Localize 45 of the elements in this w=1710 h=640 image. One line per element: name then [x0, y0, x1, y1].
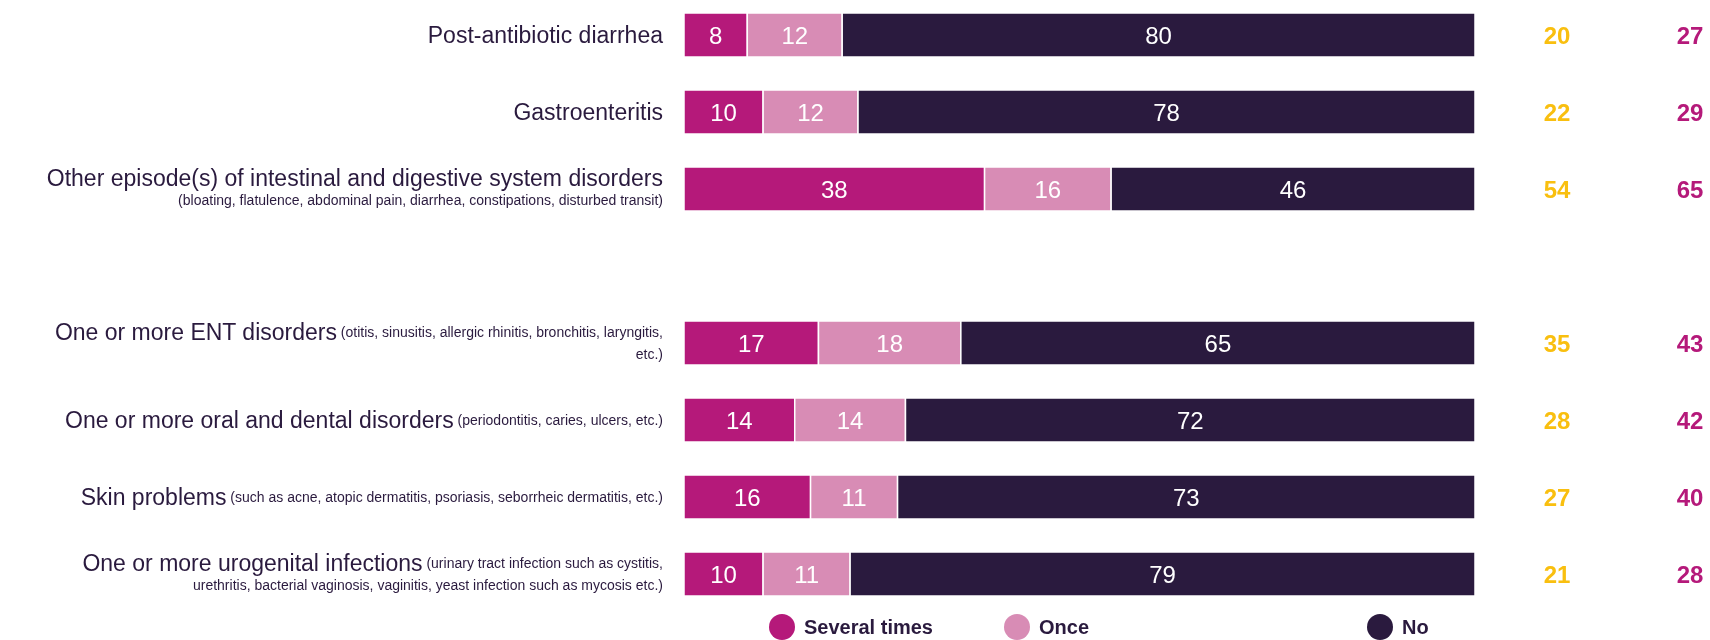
data-label: 38 [820, 175, 848, 203]
category-label: One or more oral and dental disorders (periodontitis, caries, ulcers, etc.) [65, 407, 663, 433]
data-label: 78 [1153, 98, 1180, 126]
y-tick-label: Gastroenteritis [513, 99, 663, 125]
legend-label: No [1402, 616, 1429, 638]
y-tick-label: Post-antibiotic diarrhea [427, 22, 664, 48]
data-label: 79 [1149, 560, 1176, 588]
category-label: Skin problems (such as acne, atopic dermatitis, psoriasis, seborrheic dermatitis, etc.) [80, 484, 663, 510]
category-label: One or more urogenital infections (urinary tract infection such as cystitis, urethritis, bacterial vaginosis, vaginitis, yeast infection such as mycosis etc.) [82, 550, 663, 593]
data-label: 17 [737, 329, 765, 357]
text: 54 [1543, 175, 1571, 203]
text: 40 [1676, 483, 1704, 511]
data-label: 46 [1279, 175, 1307, 203]
data-label: 14 [836, 406, 864, 434]
text: 27 [1676, 21, 1704, 49]
data-label: 16 [1034, 175, 1062, 203]
category-label: Other episode(s) of intestinal and digestive system disorders (bloating, flatulence, abdominal pain, diarrhea, constipations, disturbed transit) [46, 165, 663, 208]
text: 35 [1543, 329, 1571, 357]
text: 28 [1543, 406, 1571, 434]
data-label: 12 [797, 98, 824, 126]
data-label: 65 [1204, 329, 1232, 357]
text: 42 [1676, 406, 1704, 434]
text: 20 [1543, 21, 1571, 49]
text: 28 [1676, 560, 1704, 588]
data-label: 80 [1145, 21, 1172, 49]
data-label: 72 [1176, 406, 1204, 434]
text: 29 [1676, 98, 1704, 126]
text: 43 [1676, 329, 1704, 357]
data-label: 73 [1172, 483, 1200, 511]
text: 65 [1676, 175, 1704, 203]
data-label: 16 [733, 483, 761, 511]
data-label: 11 [794, 560, 820, 588]
text: 22 [1543, 98, 1571, 126]
legend-label: Once [1039, 616, 1090, 638]
data-label: 10 [710, 98, 737, 126]
data-label: 18 [876, 329, 904, 357]
data-label: 11 [841, 483, 867, 511]
text: 27 [1543, 483, 1571, 511]
data-label: 8 [708, 21, 723, 49]
data-label: 14 [726, 406, 753, 434]
category-label: One or more ENT disorders (otitis, sinusitis, allergic rhinitis, bronchitis, laryngitis, etc.) [54, 319, 663, 362]
legend-label: Several times [804, 616, 933, 638]
data-label: 12 [781, 21, 809, 49]
text: 21 [1543, 560, 1571, 588]
data-label: 10 [710, 560, 737, 588]
